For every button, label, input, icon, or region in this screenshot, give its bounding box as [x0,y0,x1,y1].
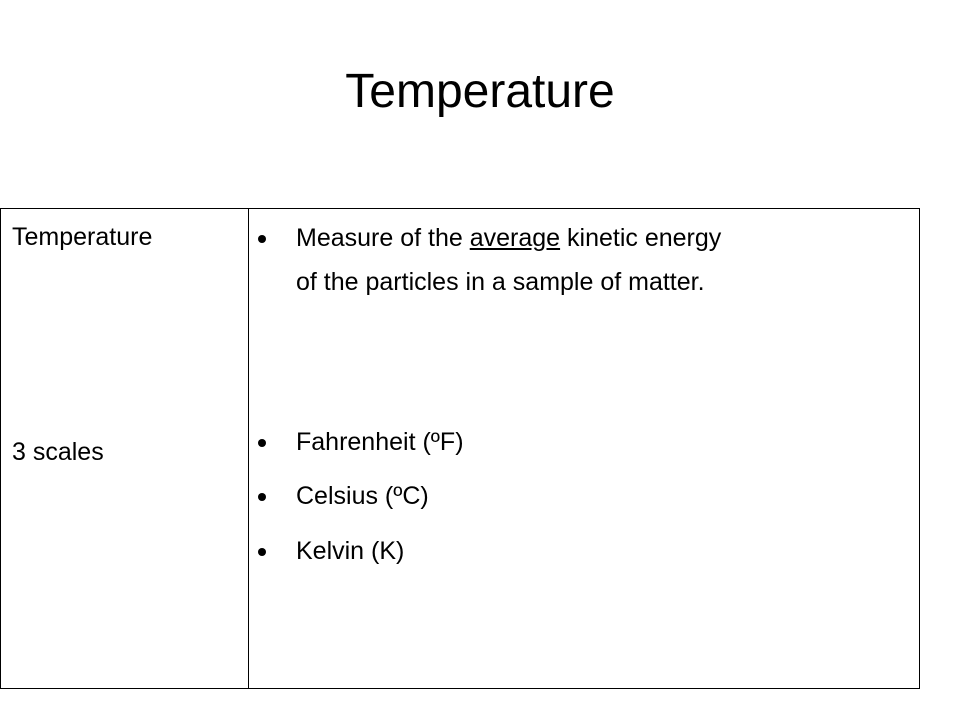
bullet-dot [258,235,266,243]
bullet-text: Kelvin (K) [296,537,405,565]
row-label: Temperature [12,223,153,251]
bullet-line: Measure of the average kinetic energy [296,226,721,251]
underlined-text: average [469,224,561,252]
bullet-dot [258,493,266,501]
bullet-text: Celsius (ºC) [296,482,429,510]
text: Measure of the [296,224,470,252]
table-border [0,208,920,689]
bullet-line: of the particles in a sample of matter. [296,268,705,296]
slide-title: Temperature [345,65,615,118]
column-divider [248,208,249,688]
bullet-text: Fahrenheit (ºF) [296,428,464,456]
bullet-dot [258,439,266,447]
text: kinetic energy [560,224,722,252]
bullet-dot [258,548,266,556]
row-label: 3 scales [12,438,104,466]
